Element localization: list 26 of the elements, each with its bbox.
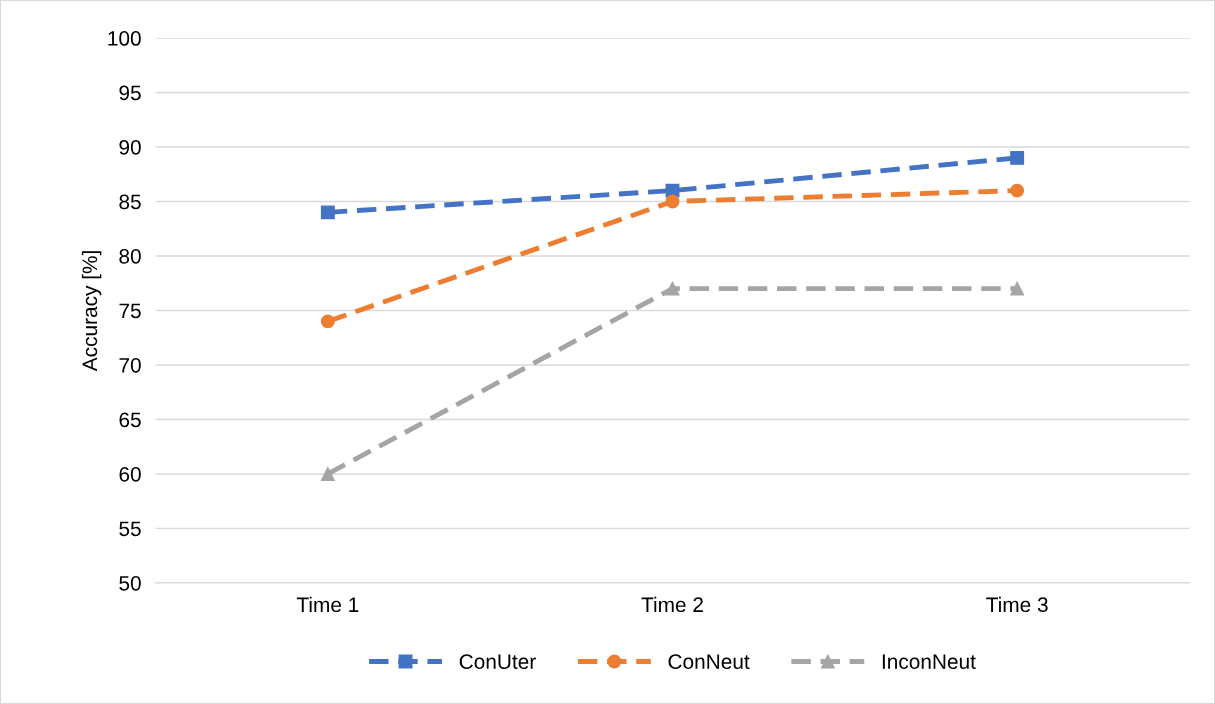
y-tick-label: 80 [119, 248, 141, 264]
y-tick-label: 70 [119, 357, 141, 373]
y-tick-label: 60 [119, 466, 141, 482]
y-tick-label: 65 [119, 412, 141, 428]
point [320, 314, 335, 329]
legend-label: InconNeut [882, 654, 976, 670]
point [665, 194, 680, 209]
y-tick-label: 55 [119, 521, 141, 537]
legend-label: ConNeut [668, 654, 750, 670]
y-axis-title: Accuracy [%] [81, 251, 102, 372]
y-tick-label: 100 [108, 31, 141, 46]
y-tick-label: 85 [119, 194, 141, 210]
x-tick-label: Time 2 [641, 596, 703, 613]
x-tick-label: Time 3 [986, 596, 1048, 613]
point [320, 205, 335, 220]
point [1010, 150, 1025, 165]
point [665, 281, 680, 296]
x-tick-label: Time 1 [296, 596, 359, 613]
point [320, 466, 335, 481]
legend-label: ConUter [459, 654, 536, 670]
y-tick-label: 50 [119, 575, 141, 591]
point [1010, 281, 1025, 296]
point [1010, 183, 1025, 198]
y-tick-label: 95 [119, 85, 141, 101]
y-tick-label: 90 [119, 140, 141, 155]
y-tick-label: 75 [119, 303, 141, 319]
